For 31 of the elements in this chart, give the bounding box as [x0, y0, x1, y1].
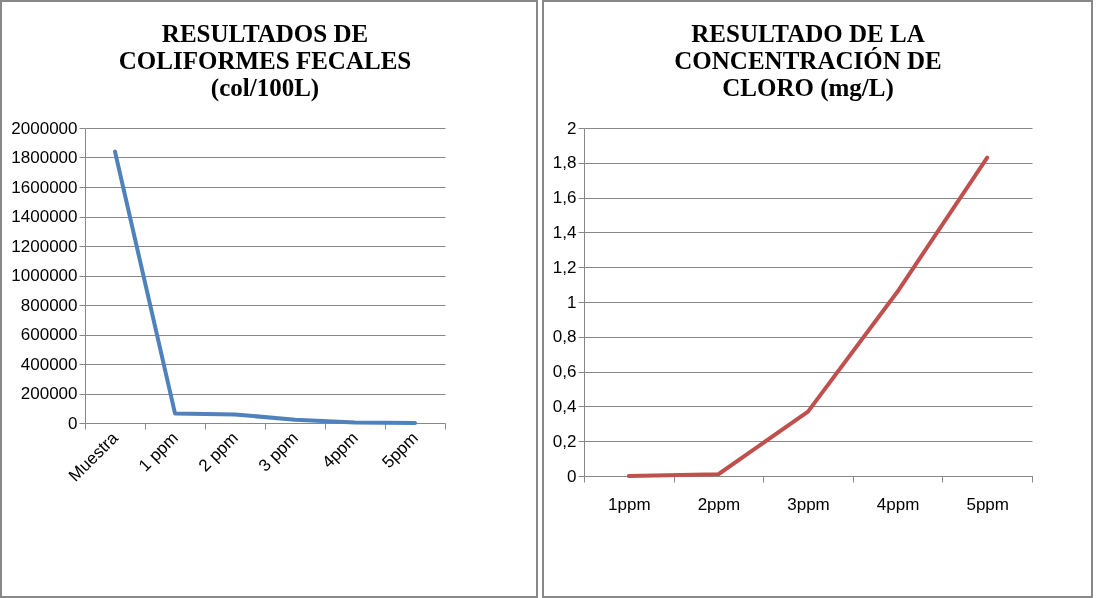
y-tick-label: 0 — [68, 413, 78, 433]
y-tick-label: 1200000 — [11, 236, 78, 256]
x-tick-label: 4ppm — [876, 494, 920, 514]
x-tick-label: 5ppm — [966, 494, 1009, 514]
y-tick-label: 800000 — [20, 295, 78, 315]
y-tick-label: 200000 — [20, 384, 78, 403]
x-tick-label: 1ppm — [608, 494, 651, 514]
line-series — [113, 149, 417, 425]
y-tick-label: 600000 — [20, 325, 78, 344]
y-tick-label: 0 — [567, 466, 577, 486]
y-tick-label: 0,6 — [552, 362, 577, 382]
y-tick-label: 0,4 — [552, 396, 577, 416]
y-tick-label: 1800000 — [11, 148, 78, 167]
line-series — [626, 155, 990, 478]
x-tick-label: 2ppm — [697, 494, 741, 514]
y-tick-label: 1,6 — [552, 188, 577, 208]
y-tick-label: 400000 — [20, 354, 78, 374]
chart-title: RESULTADO DE LA CONCENTRACIÓN DE CLORO (mg/L) — [674, 20, 942, 102]
y-tick-label: 1400000 — [11, 207, 78, 226]
y-tick-label: 1000000 — [11, 266, 78, 285]
y-tick-label: 0,8 — [552, 327, 577, 347]
y-tick-label: 1 — [567, 292, 577, 312]
y-tick-label: 2000000 — [11, 118, 78, 138]
y-tick-label: 1600000 — [11, 177, 78, 197]
chart-title: RESULTADOS DE COLIFORMES FECALES (col/100L) — [118, 20, 412, 102]
y-tick-label: 2 — [567, 118, 577, 138]
y-tick-label: 1,4 — [552, 222, 577, 242]
y-tick-label: 0,2 — [552, 431, 577, 451]
x-tick-label: 3ppm — [787, 494, 830, 514]
y-tick-label: 1,8 — [552, 153, 577, 173]
y-tick-label: 1,2 — [552, 257, 577, 277]
